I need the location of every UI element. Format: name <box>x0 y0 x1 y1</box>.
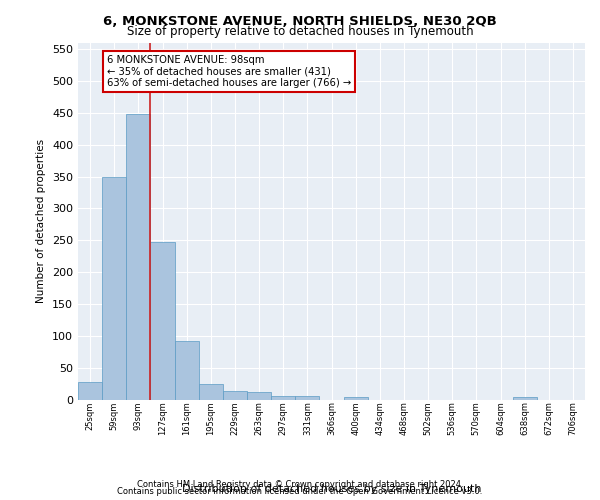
Bar <box>247 392 271 400</box>
Y-axis label: Number of detached properties: Number of detached properties <box>37 139 46 304</box>
Bar <box>271 396 295 400</box>
Text: 6, MONKSTONE AVENUE, NORTH SHIELDS, NE30 2QB: 6, MONKSTONE AVENUE, NORTH SHIELDS, NE30… <box>103 15 497 28</box>
Bar <box>344 397 368 400</box>
Bar <box>512 397 537 400</box>
Bar <box>102 176 126 400</box>
Text: Size of property relative to detached houses in Tynemouth: Size of property relative to detached ho… <box>127 25 473 38</box>
Bar <box>223 391 247 400</box>
Bar <box>126 114 151 400</box>
Text: 6 MONKSTONE AVENUE: 98sqm
← 35% of detached houses are smaller (431)
63% of semi: 6 MONKSTONE AVENUE: 98sqm ← 35% of detac… <box>107 56 351 88</box>
Text: Contains public sector information licensed under the Open Government Licence v3: Contains public sector information licen… <box>118 487 482 496</box>
Bar <box>78 382 102 400</box>
Bar <box>175 340 199 400</box>
Text: Contains HM Land Registry data © Crown copyright and database right 2024.: Contains HM Land Registry data © Crown c… <box>137 480 463 489</box>
Bar <box>295 396 319 400</box>
Bar <box>151 242 175 400</box>
Bar <box>199 384 223 400</box>
X-axis label: Distribution of detached houses by size in Tynemouth: Distribution of detached houses by size … <box>182 484 481 494</box>
